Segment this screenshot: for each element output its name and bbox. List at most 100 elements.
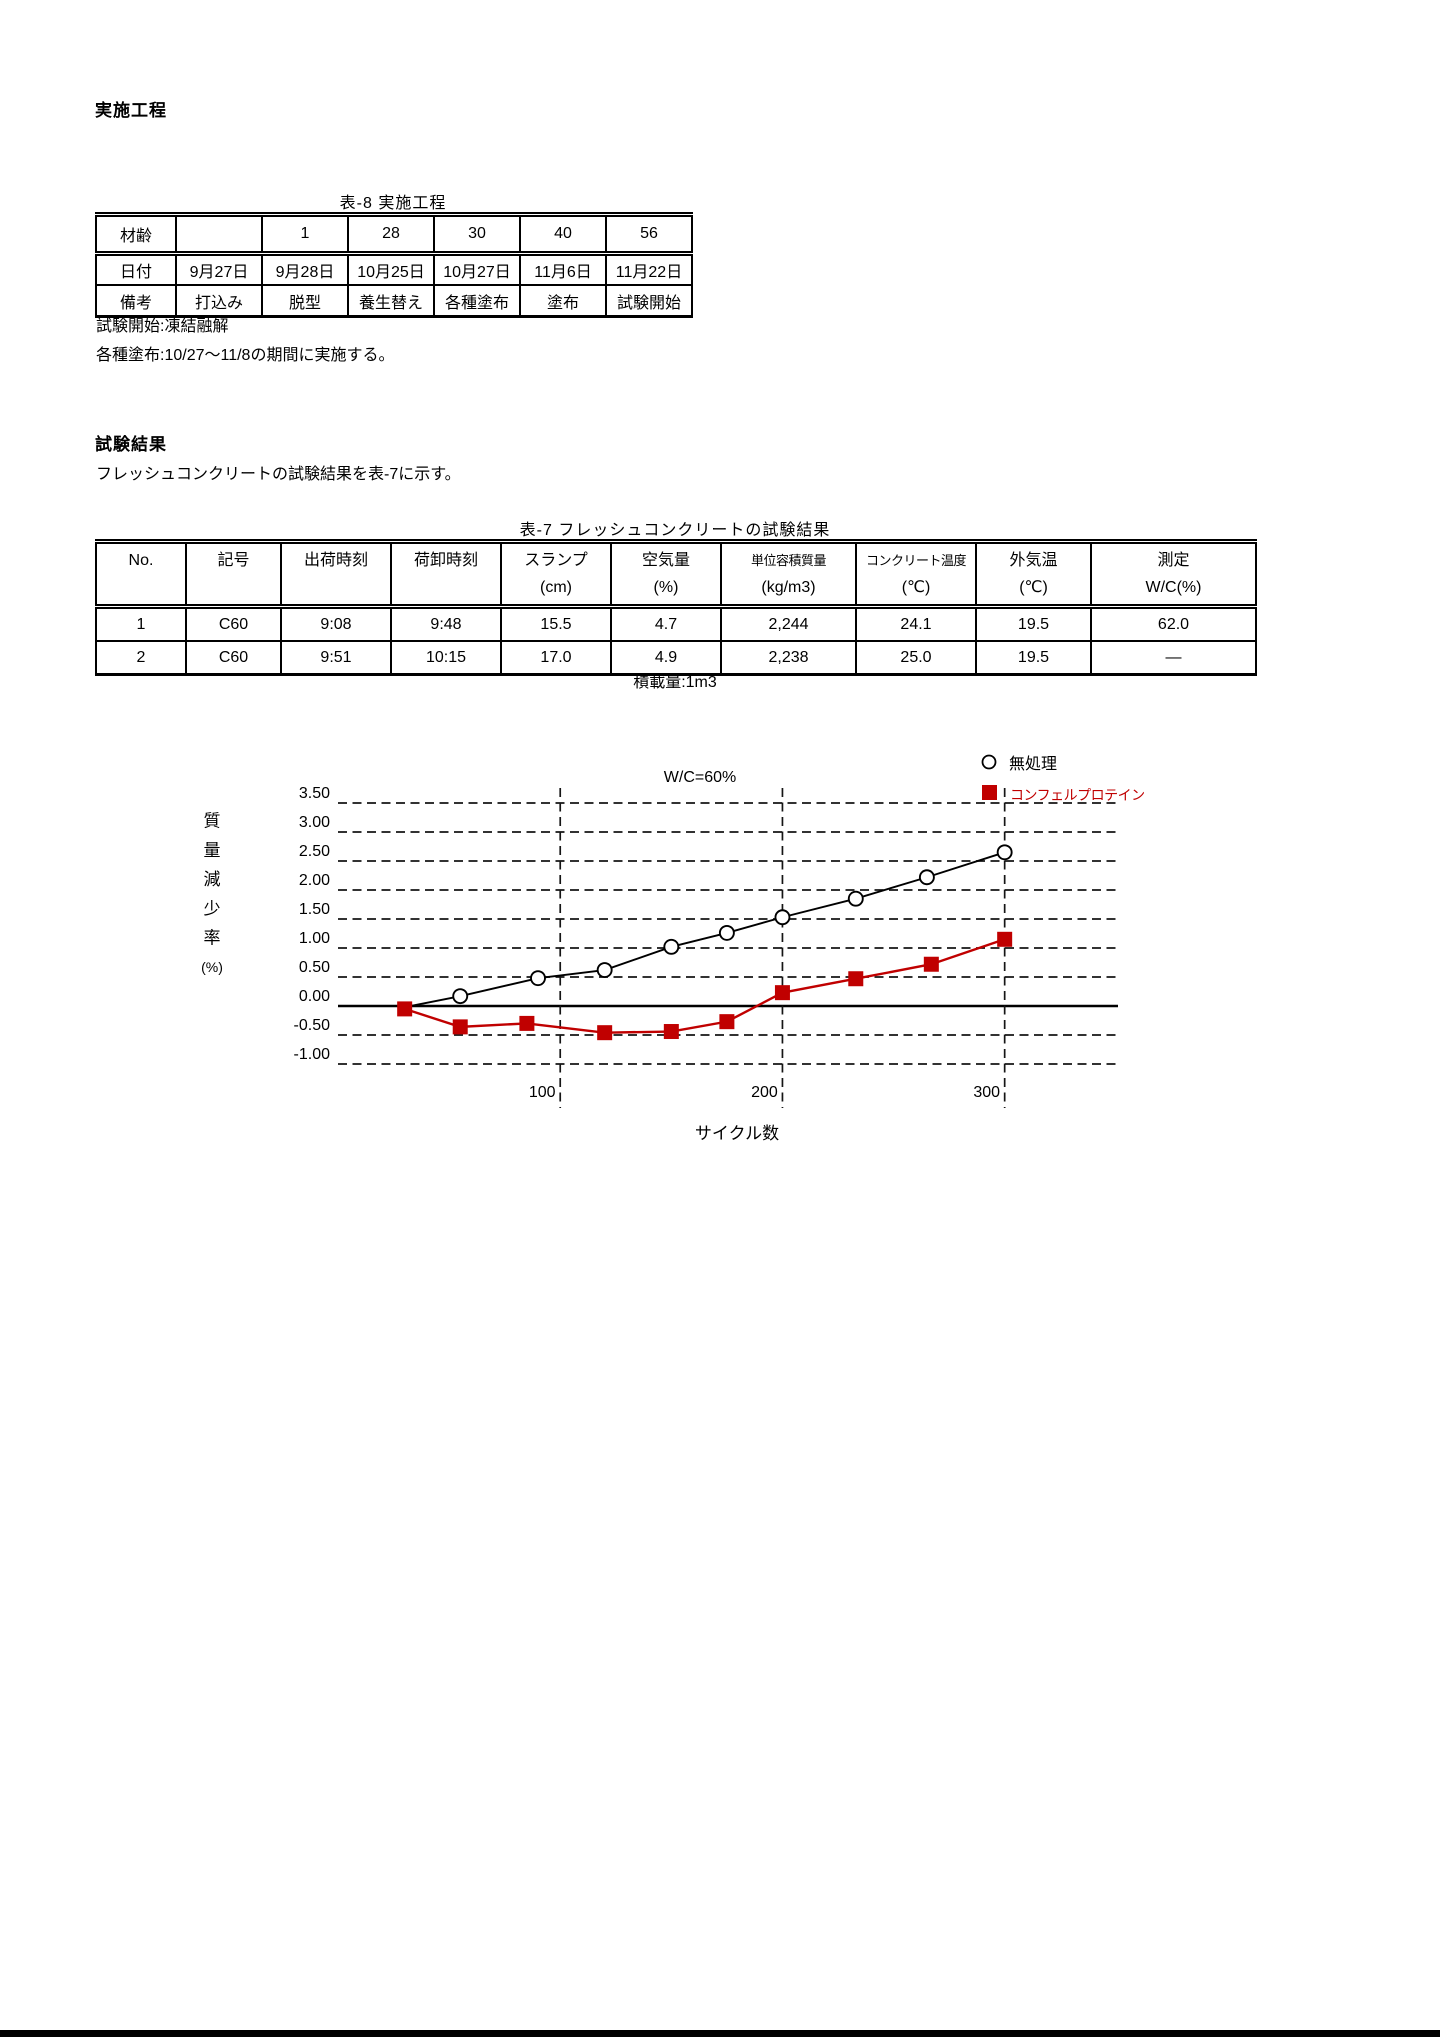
table-fresh-concrete-results: No. 記号 出荷時刻 荷卸時刻 スランプ (cm) 空気量 (%) 単位容積質量(… xyxy=(95,539,1257,676)
x-tick-label: 100 xyxy=(529,1084,556,1101)
table-row: 2 C60 9:51 10:15 17.0 4.9 2,238 25.0 19.… xyxy=(95,641,1257,675)
table-cell: 9:08 xyxy=(280,606,392,642)
table-cell: 塗布 xyxy=(519,285,607,317)
legend-label-conferu-protein: コンフェルプロテイン xyxy=(1010,787,1145,803)
y-tick-label: 0.50 xyxy=(299,959,330,976)
data-point-circle xyxy=(452,988,469,1005)
table-cell: 24.1 xyxy=(855,606,977,642)
y-tick-label: 3.50 xyxy=(299,785,330,802)
legend-circle-marker xyxy=(981,754,997,770)
table-cell: 1 xyxy=(95,606,187,642)
data-point-square xyxy=(719,1014,735,1030)
table-cell: 28 xyxy=(347,214,435,256)
col-concrete-temp: コンクリート温度 xyxy=(865,553,967,568)
data-point-circle xyxy=(663,938,680,955)
table-cell: 4.7 xyxy=(610,606,722,642)
table-cell: 試験開始 xyxy=(605,285,693,317)
table-implementation-schedule: 材齢 1 28 30 40 56 日付 9月27日 9月28日 10月25日 1… xyxy=(95,212,693,318)
row-label: 材齢 xyxy=(95,214,177,256)
table-cell: C60 xyxy=(185,641,282,675)
row-label: 日付 xyxy=(95,253,177,286)
svg-text:率: 率 xyxy=(204,929,221,948)
col-slump: スランプ xyxy=(524,552,588,569)
table-cell: 10:15 xyxy=(390,641,502,675)
legend-square-marker xyxy=(982,785,997,800)
table-header-row: No. 記号 出荷時刻 荷卸時刻 スランプ (cm) 空気量 (%) 単位容積質量(… xyxy=(95,541,1257,609)
col-unload-time: 荷卸時刻 xyxy=(413,552,478,569)
legend-label-untreated: 無処理 xyxy=(1009,755,1057,773)
data-point-square xyxy=(663,1024,679,1040)
y-tick-label: -0.50 xyxy=(294,1017,331,1034)
svg-text:減: 減 xyxy=(204,870,221,889)
data-point-circle xyxy=(847,890,864,907)
table-cell xyxy=(175,214,263,256)
x-tick-labels: 100 200 300 xyxy=(529,1084,1000,1101)
y-gridlines xyxy=(338,802,1118,1065)
y-tick-label: 3.00 xyxy=(299,814,330,831)
table-cell: 各種塗布 xyxy=(433,285,521,317)
table-cell: 25.0 xyxy=(855,641,977,675)
table-cell: 1 xyxy=(261,214,349,256)
col-no: No. xyxy=(128,552,154,569)
data-point-square xyxy=(452,1019,468,1035)
page-bottom-edge xyxy=(0,2030,1440,2037)
results-lead-text: フレッシュコンクリートの試験結果を表-7に示す。 xyxy=(96,466,461,483)
x-axis-label: サイクル数 xyxy=(695,1124,779,1143)
table-cell: 30 xyxy=(433,214,521,256)
series-untreated xyxy=(404,844,1013,1009)
y-tick-label: 2.00 xyxy=(299,872,330,889)
chart-title: W/C=60% xyxy=(664,769,736,786)
table-cell: 4.9 xyxy=(610,641,722,675)
table-cell: 養生替え xyxy=(347,285,435,317)
data-point-circle xyxy=(718,924,735,941)
table7-title: 表-7 フレッシュコンクリートの試験結果 xyxy=(519,522,831,539)
x-gridlines xyxy=(559,788,1006,1108)
table7-footnote-load: 積載量:1m3 xyxy=(633,674,717,691)
svg-text:量: 量 xyxy=(204,841,221,860)
col-unit-mass: 単位容積質量 xyxy=(750,553,827,568)
y-tick-labels: 3.50 3.00 2.50 2.00 1.50 1.00 0.50 0.00 -0.50 -1.… xyxy=(294,785,331,1063)
data-point-square xyxy=(774,985,790,1001)
data-point-square xyxy=(397,1001,413,1017)
table-cell: 2 xyxy=(95,641,187,675)
y-tick-label: -1.00 xyxy=(294,1046,331,1063)
row-label: 備考 xyxy=(95,285,177,317)
data-point-circle xyxy=(918,869,935,886)
table-cell: 11月6日 xyxy=(519,253,607,286)
x-tick-label: 200 xyxy=(751,1084,778,1101)
y-tick-label: 2.50 xyxy=(299,843,330,860)
table-cell: 10月27日 xyxy=(433,253,521,286)
col-measured-wc: 測定 xyxy=(1157,552,1190,569)
table-cell: 9:51 xyxy=(280,641,392,675)
col-outside-temp: 外気温 xyxy=(1009,552,1058,569)
col-ship-time: 出荷時刻 xyxy=(303,552,368,569)
table-cell: 2,244 xyxy=(720,606,857,642)
data-point-circle xyxy=(996,844,1013,861)
table-cell: 10月25日 xyxy=(347,253,435,286)
section-heading-implementation: 実施工程 xyxy=(95,101,167,120)
y-tick-label: 1.50 xyxy=(299,901,330,918)
series-line xyxy=(404,851,1005,1009)
table-cell: 脱型 xyxy=(261,285,349,317)
table-cell: 40 xyxy=(519,214,607,256)
table-cell: ― xyxy=(1090,641,1257,675)
data-point-square xyxy=(997,931,1013,947)
data-point-square xyxy=(848,971,864,987)
data-point-square xyxy=(519,1015,535,1031)
svg-text:質: 質 xyxy=(204,811,221,830)
table-cell: 62.0 xyxy=(1090,606,1257,642)
data-point-square xyxy=(923,956,939,972)
col-symbol: 記号 xyxy=(217,552,250,569)
data-point-circle xyxy=(596,962,613,978)
data-point-circle xyxy=(530,970,546,987)
series-line xyxy=(404,938,1006,1034)
y-tick-label: 0.00 xyxy=(299,988,330,1005)
series-conferu-protein xyxy=(397,931,1013,1041)
x-tick-label: 300 xyxy=(973,1084,1000,1101)
table-cell: 9:48 xyxy=(390,606,502,642)
note-test-start: 試験開始:凍結融解 xyxy=(96,318,229,335)
table-cell: 19.5 xyxy=(975,606,1092,642)
svg-text:少: 少 xyxy=(204,899,221,918)
